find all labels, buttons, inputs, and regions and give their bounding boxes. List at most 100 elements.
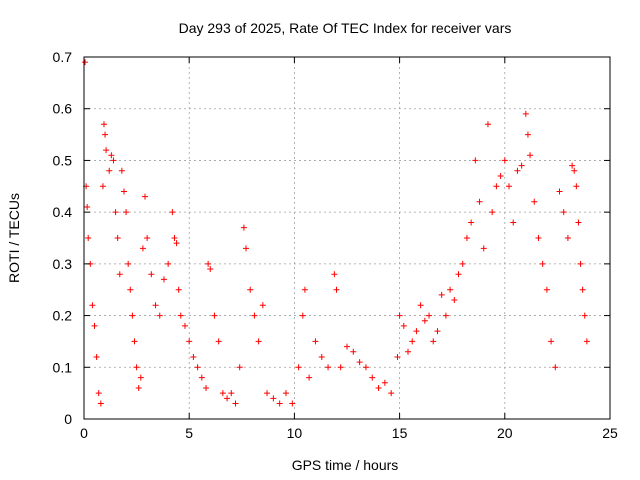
data-point bbox=[447, 286, 454, 293]
y-tick-label: 0.1 bbox=[53, 359, 73, 375]
data-point bbox=[173, 240, 180, 247]
x-axis-label: GPS time / hours bbox=[292, 457, 399, 473]
data-point bbox=[430, 338, 437, 345]
data-point bbox=[396, 312, 403, 319]
data-point bbox=[142, 193, 149, 200]
data-point bbox=[524, 131, 531, 138]
data-point bbox=[333, 286, 340, 293]
data-point bbox=[108, 152, 115, 159]
data-point bbox=[137, 374, 144, 381]
data-point bbox=[438, 291, 445, 298]
data-point bbox=[413, 328, 420, 335]
data-point bbox=[152, 302, 159, 309]
data-point bbox=[270, 395, 277, 402]
data-point bbox=[312, 338, 319, 345]
data-point bbox=[160, 276, 167, 283]
data-point bbox=[484, 121, 491, 128]
data-point bbox=[251, 312, 258, 319]
data-point bbox=[112, 209, 119, 216]
y-axis-label: ROTI / TECUs bbox=[6, 193, 22, 283]
data-point bbox=[118, 167, 125, 174]
data-point bbox=[560, 209, 567, 216]
data-point bbox=[577, 260, 584, 267]
data-point bbox=[110, 157, 117, 164]
data-point bbox=[247, 286, 254, 293]
data-point bbox=[369, 374, 376, 381]
data-point bbox=[95, 390, 102, 397]
data-point bbox=[434, 328, 441, 335]
data-point bbox=[215, 338, 222, 345]
data-point bbox=[255, 338, 262, 345]
data-point bbox=[535, 235, 542, 241]
data-point bbox=[177, 312, 184, 319]
data-point bbox=[243, 245, 250, 252]
data-point bbox=[129, 312, 136, 319]
grid-lines bbox=[84, 57, 610, 419]
x-tick-label: 15 bbox=[392, 425, 408, 441]
data-point bbox=[228, 390, 235, 397]
data-point bbox=[362, 364, 369, 371]
data-point bbox=[289, 400, 296, 407]
data-point bbox=[556, 188, 563, 195]
data-point bbox=[463, 235, 470, 241]
data-point bbox=[527, 152, 534, 159]
data-point bbox=[219, 390, 226, 397]
data-point bbox=[417, 302, 424, 309]
data-point bbox=[325, 364, 332, 371]
data-point bbox=[405, 348, 412, 355]
data-point bbox=[198, 374, 205, 381]
data-point bbox=[375, 384, 382, 391]
data-point bbox=[91, 322, 98, 329]
y-tick-label: 0.5 bbox=[53, 152, 73, 168]
data-point bbox=[205, 260, 212, 267]
x-tick-label: 10 bbox=[287, 425, 303, 441]
data-point bbox=[186, 338, 193, 345]
data-point bbox=[381, 379, 388, 386]
y-tick-label: 0.7 bbox=[53, 49, 73, 65]
data-point bbox=[103, 147, 110, 154]
data-point bbox=[99, 183, 106, 190]
data-point bbox=[459, 260, 466, 267]
data-point bbox=[131, 338, 138, 345]
data-point bbox=[276, 400, 283, 407]
data-point bbox=[84, 203, 91, 210]
data-point bbox=[522, 110, 529, 117]
x-tick-label: 0 bbox=[80, 425, 88, 441]
data-point bbox=[190, 353, 197, 360]
data-point bbox=[135, 384, 142, 391]
data-point bbox=[299, 312, 306, 319]
data-point bbox=[451, 297, 458, 304]
data-point bbox=[82, 59, 89, 66]
data-point bbox=[306, 374, 313, 381]
data-point bbox=[480, 245, 487, 252]
data-point bbox=[539, 260, 546, 267]
data-point bbox=[506, 183, 513, 190]
data-point bbox=[120, 188, 127, 195]
data-point bbox=[571, 167, 578, 174]
data-point bbox=[106, 167, 113, 174]
chart-title: Day 293 of 2025, Rate Of TEC Index for r… bbox=[179, 20, 512, 36]
data-point bbox=[337, 364, 344, 371]
axis-ticks: 0 5 10 15 20 25 0 0.1 0.2 0.3 0.4 0.5 0.6 0.7 bbox=[53, 49, 618, 441]
data-point bbox=[211, 312, 218, 319]
data-point bbox=[514, 167, 521, 174]
data-point bbox=[442, 312, 449, 319]
y-tick-label: 0 bbox=[64, 411, 72, 427]
data-point bbox=[400, 322, 407, 329]
data-point bbox=[85, 235, 92, 241]
data-point bbox=[236, 364, 243, 371]
data-point bbox=[97, 400, 104, 407]
data-point bbox=[295, 364, 302, 371]
data-point bbox=[165, 260, 172, 267]
data-point bbox=[301, 286, 308, 293]
data-point bbox=[455, 271, 462, 278]
data-point bbox=[133, 364, 140, 371]
data-point bbox=[489, 209, 496, 216]
data-point bbox=[232, 400, 239, 407]
data-point bbox=[207, 266, 214, 273]
data-point bbox=[388, 390, 395, 397]
data-point bbox=[171, 235, 178, 241]
data-point bbox=[573, 183, 580, 190]
